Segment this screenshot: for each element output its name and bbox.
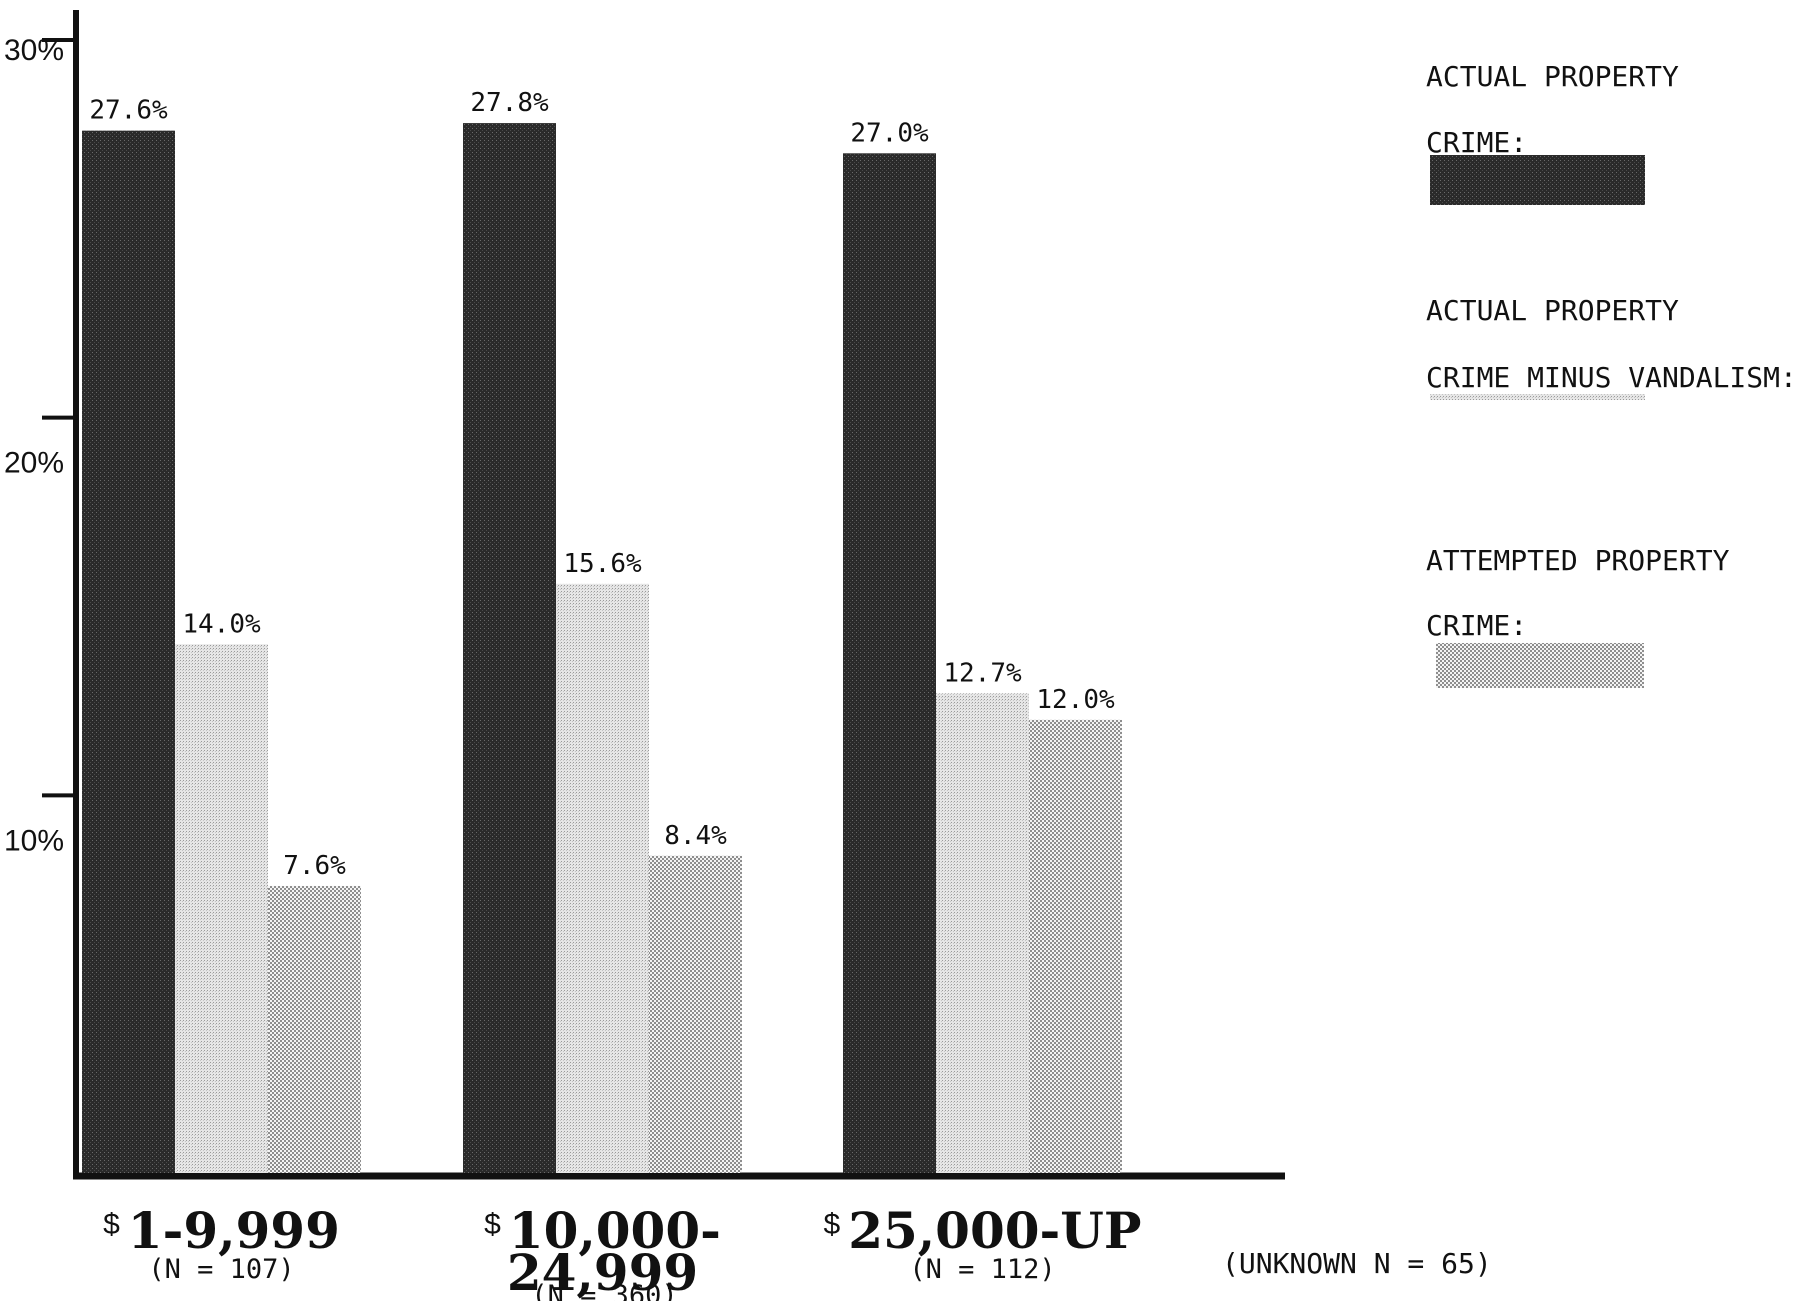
bar-2-3 <box>936 693 1029 1173</box>
legend-swatch-series-2 <box>1430 394 1645 400</box>
bar-value-label: 27.0% <box>850 118 929 148</box>
x-label-group: $1-9,999(N = 107) $ 10,000-24,999(N = 360)… <box>103 1201 1141 1301</box>
bar-1-2 <box>463 123 556 1173</box>
legend-label-series-2-line-1: ACTUAL PROPERTY <box>1426 294 1679 327</box>
bar-3-1 <box>268 885 361 1173</box>
axes <box>73 10 1285 1180</box>
bar-2-1 <box>175 644 268 1173</box>
x-category-n-label: (N = 107) <box>148 1254 294 1285</box>
x-category-n-label: (N = 112) <box>909 1254 1055 1285</box>
bar-3-3 <box>1029 719 1122 1173</box>
legend: ACTUAL PROPERTY CRIME: ACTUAL PROPERTY C… <box>1426 60 1797 688</box>
y-tick-label: 10% <box>4 824 64 857</box>
legend-label-series-3-line-1: ATTEMPTED PROPERTY <box>1426 544 1730 577</box>
y-tick-group: 10% 20% 30% <box>4 34 78 857</box>
x-category-label-line-2: 24,999 <box>507 1243 698 1301</box>
legend-label-series-3-line-2: CRIME: <box>1426 609 1527 642</box>
bar-value-label: 27.8% <box>470 88 549 118</box>
legend-label-series-1-line-1: ACTUAL PROPERTY <box>1426 60 1679 93</box>
bar-1-3 <box>843 153 936 1174</box>
bar-value-label: 8.4% <box>664 821 727 851</box>
legend-swatch-series-3 <box>1436 643 1644 688</box>
x-category-label: $25,000-UP <box>824 1201 1142 1260</box>
footnote: (UNKNOWN N = 65) <box>1222 1247 1492 1280</box>
y-tick-label: 30% <box>4 34 64 67</box>
bar-value-label: 12.7% <box>943 658 1022 688</box>
bar-label-group: 27.6% 27.8% 27.0% 14.0% 15.6% 12.7% 7.6% 8.4% 12… <box>89 88 1115 881</box>
x-category-label: $10,000- <box>484 1201 721 1260</box>
bar-value-label: 27.6% <box>89 96 168 126</box>
bar-group <box>82 123 1122 1174</box>
y-tick-label: 20% <box>4 447 64 480</box>
legend-label-series-2-line-2: CRIME MINUS VANDALISM: <box>1426 361 1797 394</box>
legend-swatch-series-1 <box>1430 155 1645 205</box>
bar-value-label: 12.0% <box>1036 685 1115 715</box>
legend-label-series-1-line-2: CRIME: <box>1426 126 1527 159</box>
x-category-n-label: (N = 360) <box>531 1280 677 1301</box>
bar-2-2 <box>556 583 649 1173</box>
x-category-label: $1-9,999 <box>103 1201 340 1260</box>
bar-value-label: 15.6% <box>563 549 642 579</box>
bar-value-label: 14.0% <box>182 609 261 639</box>
bar-1-1 <box>82 130 175 1173</box>
bar-value-label: 7.6% <box>283 851 346 881</box>
bar-3-2 <box>649 855 742 1173</box>
